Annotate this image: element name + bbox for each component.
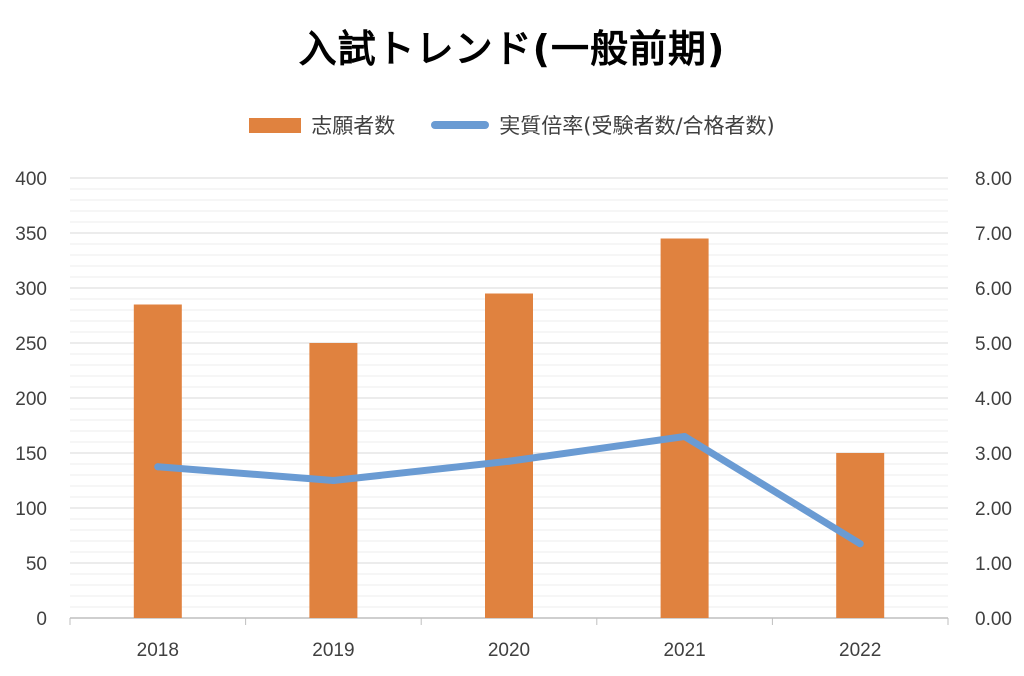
y-left-tick-label: 300 — [15, 279, 47, 300]
x-tick-label: 2018 — [137, 640, 179, 661]
y-right-tick-label: 1.00 — [975, 554, 1012, 575]
y-left-tick-label: 250 — [15, 334, 47, 355]
legend-swatch-line — [431, 121, 490, 129]
y-left-tick-label: 50 — [26, 554, 47, 575]
y-left-tick-label: 150 — [15, 444, 47, 465]
y-right-tick-label: 5.00 — [975, 334, 1012, 355]
x-tick-label: 2019 — [312, 640, 354, 661]
line-point — [329, 477, 337, 484]
y-right-tick-label: 6.00 — [975, 279, 1012, 300]
y-left-tick-label: 350 — [15, 224, 47, 245]
y-right-tick-label: 7.00 — [975, 224, 1012, 245]
y-left-tick-label: 100 — [15, 499, 47, 520]
bar — [660, 238, 709, 618]
y-right-tick-label: 0.00 — [975, 609, 1012, 630]
y-right-tick-label: 2.00 — [975, 499, 1012, 520]
x-tick-label: 2020 — [488, 640, 530, 661]
legend-swatch-bar — [249, 117, 302, 133]
y-right-tick-label: 3.00 — [975, 444, 1012, 465]
y-left-tick-label: 400 — [15, 169, 47, 190]
bar — [133, 304, 182, 618]
legend-label-line: 実質倍率(受験者数/合格者数) — [499, 114, 775, 138]
line-point — [154, 463, 162, 471]
legend-label-bar: 志願者数 — [311, 114, 396, 138]
line-point — [505, 457, 513, 465]
chart-title: 入試トレンド(一般前期) — [298, 27, 726, 71]
legend-item-bar: 志願者数 — [249, 110, 395, 140]
y-left-tick-label: 0 — [36, 609, 47, 630]
legend-item-line: 実質倍率(受験者数/合格者数) — [431, 110, 775, 140]
legend: 志願者数 実質倍率(受験者数/合格者数) — [0, 108, 1024, 142]
line-point — [681, 433, 689, 440]
x-tick-label: 2022 — [839, 640, 881, 661]
x-tick-label: 2021 — [663, 640, 705, 661]
y-right-tick-label: 8.00 — [975, 169, 1012, 190]
y-right-tick-label: 4.00 — [975, 389, 1012, 410]
y-left-tick-label: 200 — [15, 389, 47, 410]
line-point — [856, 540, 864, 548]
